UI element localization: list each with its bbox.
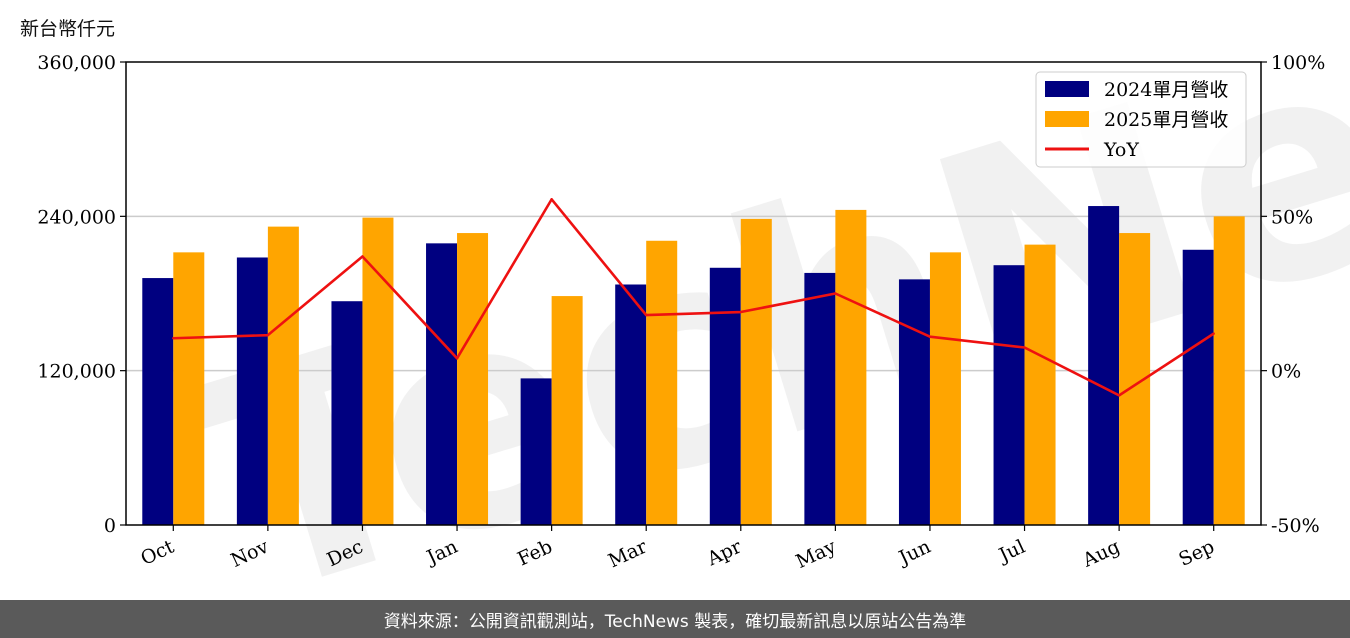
legend-swatch bbox=[1045, 111, 1089, 127]
x-tick-label-aug: Aug bbox=[1078, 536, 1123, 572]
yoy-point-mar bbox=[645, 313, 648, 317]
x-tick-label-sep: Sep bbox=[1176, 536, 1218, 571]
bar-2025-dec bbox=[362, 217, 394, 525]
bar-2025-apr bbox=[740, 218, 772, 525]
bar-2024-jan bbox=[426, 243, 458, 525]
bar-2024-apr bbox=[709, 267, 741, 525]
bar-2025-nov bbox=[267, 226, 299, 525]
x-tick-label-apr: Apr bbox=[703, 535, 746, 571]
y-right-tick-label: 0% bbox=[1271, 361, 1301, 383]
x-tick-label-oct: Oct bbox=[137, 535, 177, 569]
yoy-line bbox=[173, 198, 1215, 397]
yoy-point-aug bbox=[1117, 394, 1121, 397]
bar-2025-sep bbox=[1213, 216, 1245, 526]
bar-2024-jul bbox=[993, 265, 1025, 525]
yoy-point-may bbox=[834, 292, 837, 295]
yoy-point-dec bbox=[361, 255, 364, 258]
bar-2025-jan bbox=[457, 233, 489, 525]
y-left-tick-label: 0 bbox=[104, 515, 116, 537]
y-left-tick-label: 360,000 bbox=[37, 52, 116, 74]
yoy-point-sep bbox=[1212, 332, 1215, 335]
legend-label: YoY bbox=[1103, 139, 1139, 161]
legend: 2024單月營收 2025單月營收 YoY bbox=[1035, 71, 1247, 168]
bar-2024-feb bbox=[520, 378, 552, 525]
x-tick-label-jun: Jun bbox=[894, 536, 934, 570]
bar-2024-mar bbox=[615, 284, 647, 525]
yoy-point-jun bbox=[928, 335, 932, 338]
x-tick-label-may: May bbox=[793, 535, 840, 573]
x-tick-label-jul: Jul bbox=[994, 536, 1029, 568]
y-left-tick-label: 120,000 bbox=[37, 361, 116, 383]
yoy-point-nov bbox=[266, 333, 270, 337]
plot-frame bbox=[125, 61, 1262, 526]
bar-2025-may bbox=[835, 209, 867, 525]
bars bbox=[142, 206, 1245, 526]
y-right-tick-label: -50% bbox=[1271, 515, 1320, 537]
yoy-point-apr bbox=[739, 310, 742, 314]
bar-2025-mar bbox=[646, 240, 678, 525]
bar-2024-jun bbox=[898, 279, 930, 525]
legend-label: 2024單月營收 bbox=[1104, 79, 1228, 101]
legend-swatch bbox=[1045, 81, 1089, 97]
yoy-point-feb bbox=[550, 198, 553, 201]
bar-2024-may bbox=[804, 272, 836, 525]
yoy-line-layer bbox=[172, 198, 1215, 397]
y-axis-unit-label: 新台幣仟元 bbox=[20, 18, 116, 40]
yoy-point-jul bbox=[1023, 346, 1026, 349]
bar-2025-jul bbox=[1024, 244, 1056, 525]
bar-2024-sep bbox=[1182, 249, 1214, 525]
legend-label: 2025單月營收 bbox=[1104, 109, 1228, 131]
bar-2024-aug bbox=[1088, 206, 1120, 526]
yoy-point-jan bbox=[455, 357, 459, 360]
y-left-tick-label: 240,000 bbox=[37, 206, 116, 228]
bar-2024-nov bbox=[236, 257, 268, 525]
bar-2025-feb bbox=[551, 296, 583, 525]
yoy-point-oct bbox=[172, 337, 175, 340]
source-footer: 資料來源：公開資訊觀測站，TechNews 製表，確切最新訊息以原站公告為準 bbox=[0, 600, 1350, 638]
revenue-chart: TechNews 0120,000240,000360,000-50%0%50%… bbox=[37, 0, 1350, 600]
y-right-tick-label: 50% bbox=[1271, 206, 1313, 228]
bar-2025-jun bbox=[929, 252, 961, 525]
bar-2024-dec bbox=[331, 301, 363, 525]
bar-2025-oct bbox=[173, 252, 205, 525]
y-right-tick-label: 100% bbox=[1271, 52, 1325, 74]
bar-2024-oct bbox=[142, 278, 174, 525]
